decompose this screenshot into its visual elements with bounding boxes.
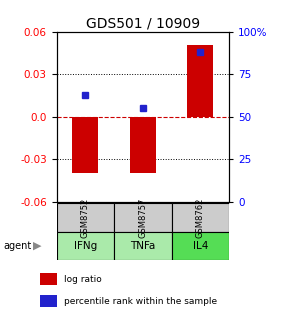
Text: ▶: ▶ (33, 241, 42, 251)
Text: agent: agent (3, 241, 31, 251)
Bar (57, 203, 114, 232)
Text: GSM8762: GSM8762 (196, 197, 205, 238)
Text: GSM8757: GSM8757 (138, 197, 147, 238)
Text: GSM8752: GSM8752 (81, 198, 90, 238)
Text: log ratio: log ratio (64, 275, 102, 284)
Bar (40, 295, 57, 307)
Bar (172, 232, 229, 260)
Bar (72, 117, 98, 173)
Bar (114, 203, 172, 232)
Bar (114, 232, 172, 260)
Bar (130, 117, 156, 173)
Bar (187, 45, 213, 117)
Text: TNFa: TNFa (130, 241, 155, 251)
Text: percentile rank within the sample: percentile rank within the sample (64, 297, 218, 306)
Text: IFNg: IFNg (74, 241, 97, 251)
Bar (172, 203, 229, 232)
Title: GDS501 / 10909: GDS501 / 10909 (86, 17, 200, 31)
Text: IL4: IL4 (193, 241, 208, 251)
Bar (57, 232, 114, 260)
Bar (40, 273, 57, 285)
